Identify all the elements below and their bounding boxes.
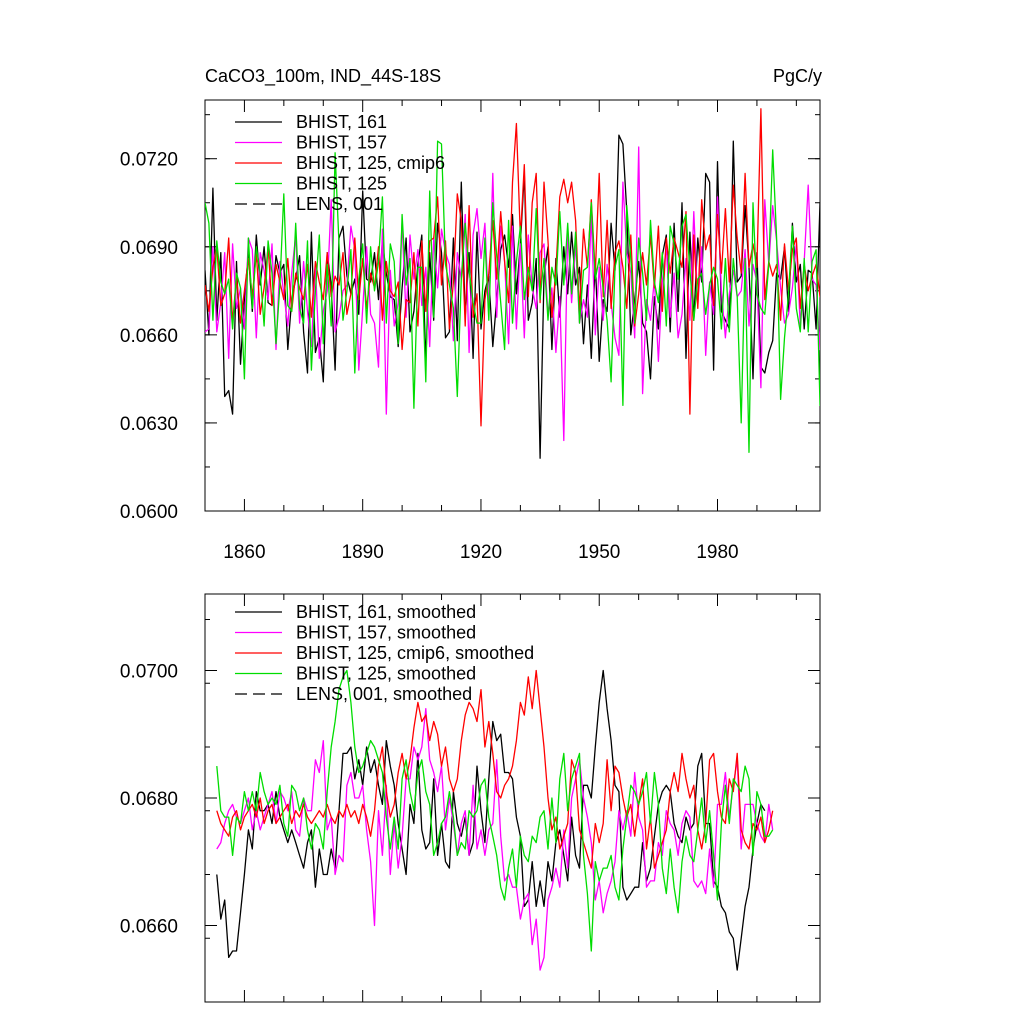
bottom-y-tick-label: 0.0660 [120, 917, 178, 938]
top-x-tick-label: 1890 [342, 542, 384, 563]
top-legend-label: BHIST, 157 [296, 133, 387, 153]
bottom-legend-label: BHIST, 157, smoothed [296, 623, 476, 643]
top-y-tick-label: 0.0600 [120, 502, 178, 523]
bottom-series-bhist-157-smoothed [216, 708, 774, 971]
top-legend-label: BHIST, 125 [296, 174, 387, 194]
bottom-series-bhist-125-smoothed [216, 669, 774, 952]
chart-title: CaCO3_100m, IND_44S-18S [205, 66, 441, 87]
bottom-series-bhist-161-smoothed [216, 669, 766, 971]
top-y-tick-label: 0.0720 [120, 150, 178, 171]
top-x-tick-label: 1980 [696, 542, 738, 563]
bottom-legend-label: BHIST, 125, cmip6, smoothed [296, 643, 534, 663]
bottom-legend-label: BHIST, 125, smoothed [296, 664, 476, 684]
top-panel: 0.0600 0.0630 0.0660 0.0690 0.0720 1860 1890 19… [120, 99, 821, 563]
top-legend-label: BHIST, 125, cmip6 [296, 153, 445, 173]
top-x-tick-label: 1950 [578, 542, 620, 563]
top-series-bhist-157 [205, 146, 820, 442]
bottom-y-tick-label: 0.0680 [120, 789, 178, 810]
top-y-tick-label: 0.0630 [120, 414, 178, 435]
bottom-series-bhist-125-cmip6-smoothed [216, 669, 774, 869]
units-label: PgC/y [773, 66, 822, 86]
top-legend-label: LENS, 001 [296, 194, 383, 214]
top-y-tick-label: 0.0660 [120, 326, 178, 347]
bottom-legend-label: BHIST, 161, smoothed [296, 602, 476, 622]
top-legend-label: BHIST, 161 [296, 112, 387, 132]
bottom-series-group [216, 669, 774, 971]
bottom-y-tick-label: 0.0700 [120, 662, 178, 683]
top-plot-frame [204, 99, 821, 512]
top-series-group [205, 108, 820, 459]
top-series-bhist-125 [205, 140, 820, 453]
bottom-legend-label: LENS, 001, smoothed [296, 684, 472, 704]
top-x-tick-label: 1920 [460, 542, 502, 563]
top-x-tick-label: 1860 [223, 542, 265, 563]
top-y-tick-label: 0.0690 [120, 238, 178, 259]
